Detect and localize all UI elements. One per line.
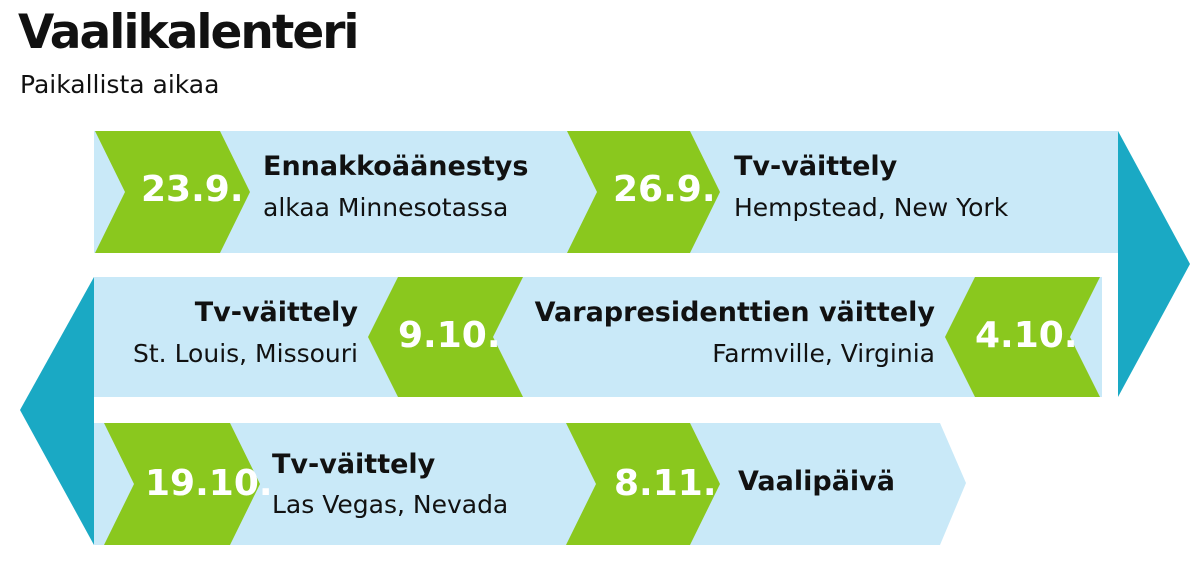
timeline-band-row-3 [94, 423, 966, 545]
event-title: Varapresidenttien väittely [534, 297, 935, 328]
date-chevron-6 [566, 423, 720, 545]
event-place: Farmville, Virginia [712, 339, 935, 368]
event-title: Tv-väittely [194, 297, 358, 328]
page-title: Vaalikalenteri [18, 5, 360, 60]
event-date: 19.10. [145, 463, 273, 504]
event-title: Ennakkoäänestys [263, 151, 529, 182]
date-chevron-5 [104, 423, 260, 545]
event-title: Tv-väittely [734, 151, 898, 182]
page-subtitle: Paikallista aikaa [20, 70, 220, 99]
event-date: 4.10. [975, 315, 1078, 356]
event-place: alkaa Minnesotassa [263, 193, 509, 222]
date-chevron-3 [945, 277, 1100, 397]
event-place: Las Vegas, Nevada [272, 490, 509, 519]
turn-arrow-left [20, 277, 94, 545]
event-title: Tv-väittely [272, 449, 436, 480]
timeline-band-row-2 [94, 277, 1102, 397]
event-date: 9.10. [398, 315, 501, 356]
date-chevron-1 [95, 131, 250, 253]
event-date: 26.9. [613, 169, 716, 210]
event-place: Hempstead, New York [734, 193, 1009, 222]
turn-arrow-right [1118, 131, 1190, 397]
event-date: 8.11. [614, 463, 717, 504]
event-place: St. Louis, Missouri [133, 339, 358, 368]
event-title: Vaalipäivä [738, 466, 895, 497]
event-date: 23.9. [141, 169, 244, 210]
date-chevron-2 [567, 131, 720, 253]
date-chevron-4 [368, 277, 523, 397]
